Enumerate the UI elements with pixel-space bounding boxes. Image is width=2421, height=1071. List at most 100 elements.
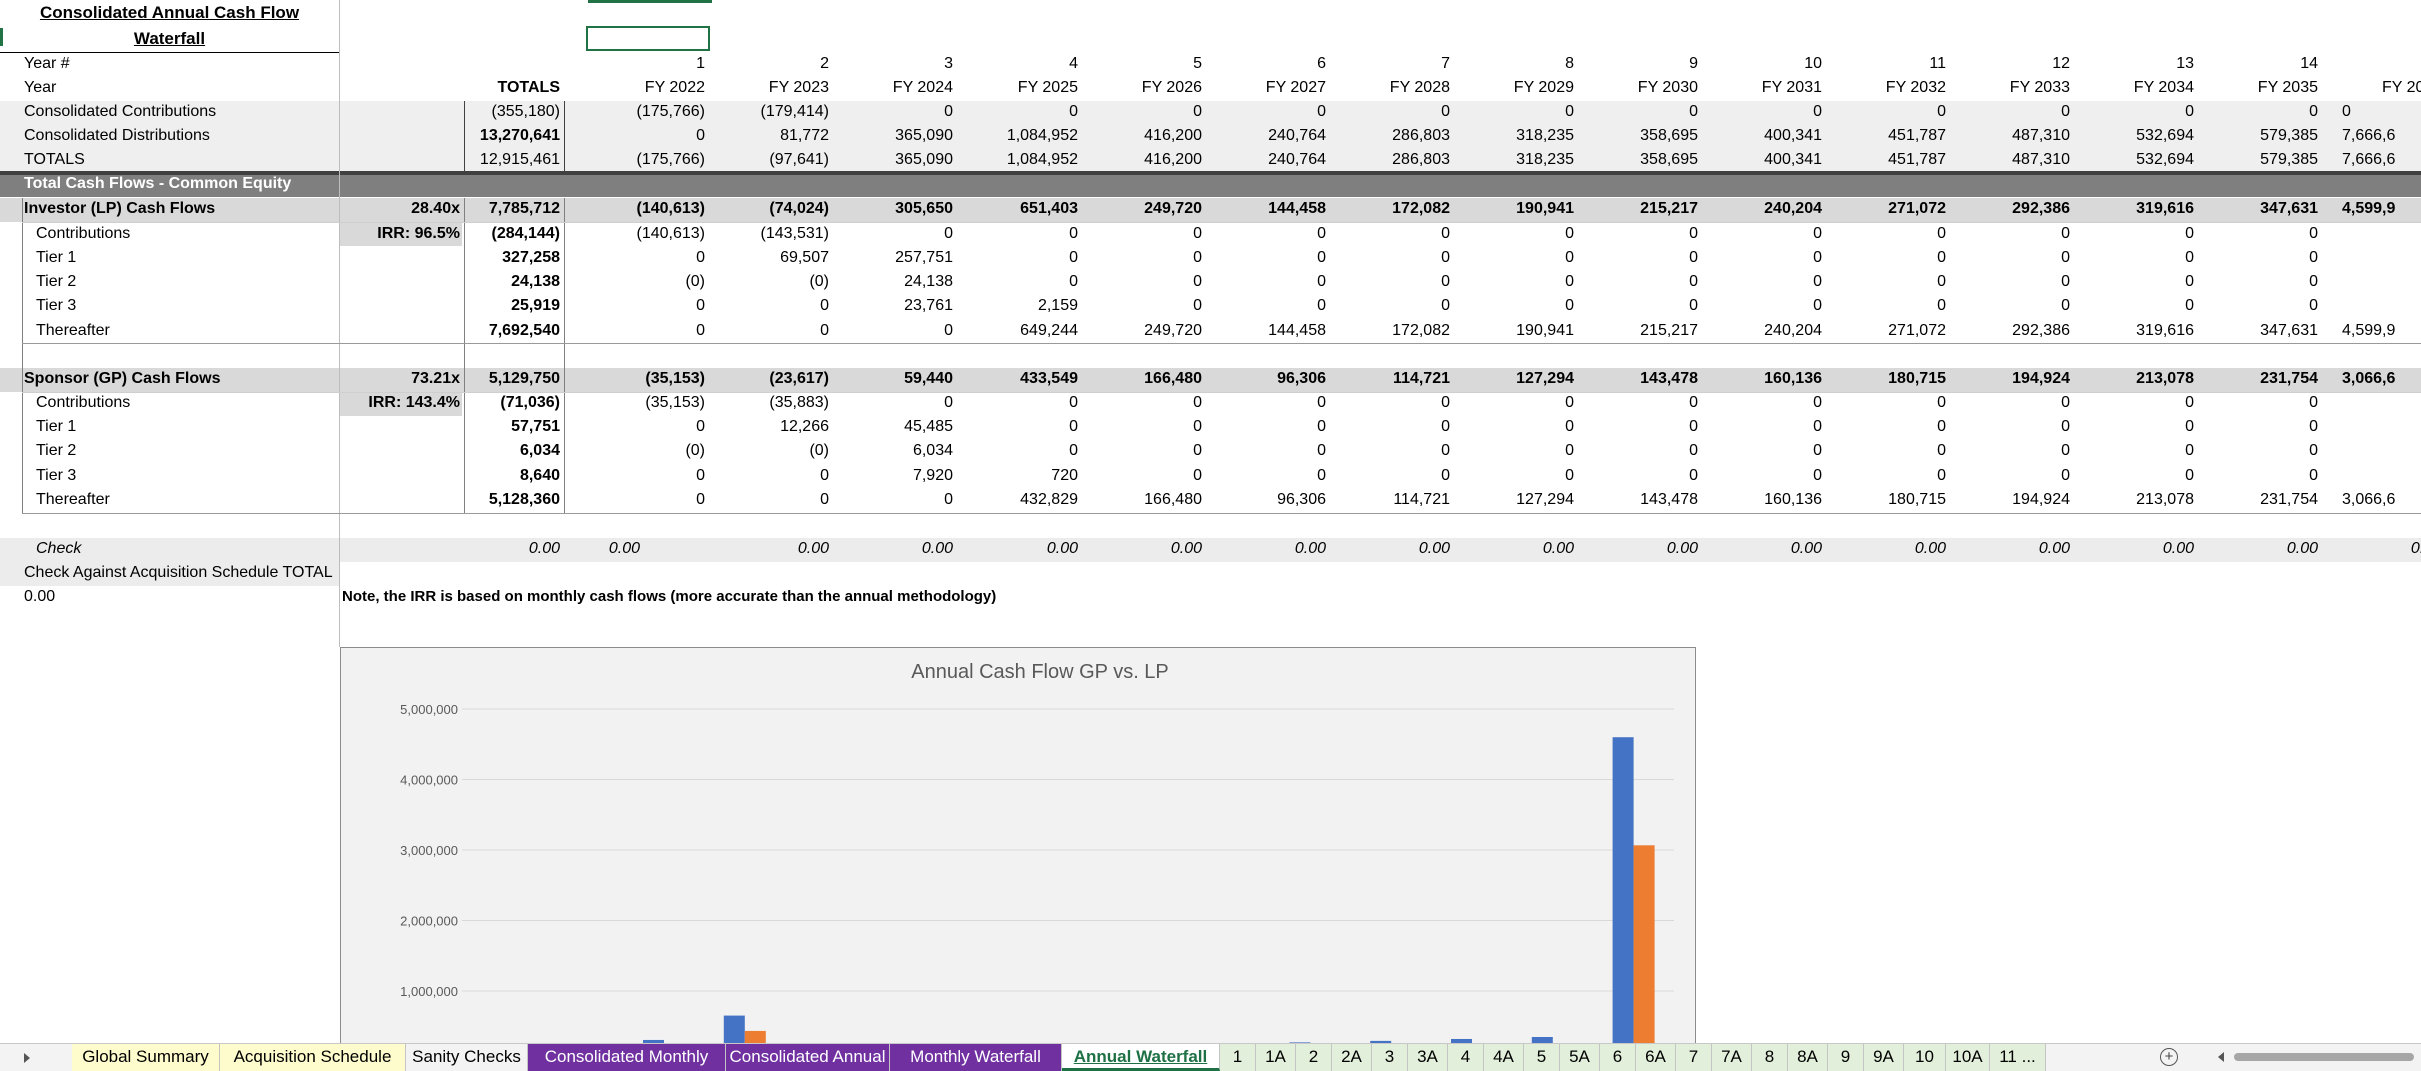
- value-cell[interactable]: 143,478: [1640, 491, 1698, 508]
- value-cell[interactable]: 0: [820, 491, 829, 508]
- value-cell[interactable]: 416,200: [1144, 151, 1202, 168]
- sheet-tab[interactable]: 6A: [1636, 1044, 1676, 1071]
- check-cell[interactable]: 0.00: [1542, 540, 1574, 557]
- value-cell[interactable]: 190,941: [1516, 322, 1574, 339]
- check-cell[interactable]: 0.00: [2038, 540, 2070, 557]
- sheet-tab[interactable]: Global Summary: [72, 1044, 220, 1071]
- value-cell[interactable]: 249,720: [1144, 200, 1202, 217]
- lp-row-total[interactable]: 327,258: [502, 249, 560, 266]
- chart-bar[interactable]: [1289, 1042, 1311, 1043]
- year-num-cell[interactable]: 11: [1929, 55, 1946, 72]
- value-cell[interactable]: 318,235: [1516, 127, 1574, 144]
- value-cell[interactable]: 0: [820, 322, 829, 339]
- value-cell[interactable]: 0: [696, 491, 705, 508]
- value-cell[interactable]: (179,414): [760, 103, 830, 120]
- value-cell[interactable]: 0: [1317, 249, 1326, 266]
- chart-bar[interactable]: [723, 1015, 745, 1043]
- value-cell[interactable]: 0: [1317, 418, 1326, 435]
- value-cell[interactable]: 1,084,952: [1006, 151, 1078, 168]
- value-cell[interactable]: 0: [2185, 249, 2194, 266]
- value-cell[interactable]: 96,306: [1277, 370, 1326, 387]
- value-cell[interactable]: (0): [809, 442, 829, 459]
- year-num-cell[interactable]: 7: [1441, 55, 1450, 72]
- sheet-tab[interactable]: 5A: [1560, 1044, 1600, 1071]
- sheet-tab[interactable]: 10A: [1946, 1044, 1990, 1071]
- sheet-tab[interactable]: 9: [1828, 1044, 1864, 1071]
- value-cell[interactable]: (140,613): [636, 200, 706, 217]
- value-cell[interactable]: (35,153): [645, 394, 705, 411]
- year-num-cell[interactable]: 9: [1689, 55, 1698, 72]
- value-cell[interactable]: (97,641): [769, 151, 829, 168]
- value-cell[interactable]: 0: [2309, 273, 2318, 290]
- value-cell[interactable]: 240,204: [1764, 322, 1822, 339]
- value-cell[interactable]: 319,616: [2136, 200, 2194, 217]
- lp-label[interactable]: Investor (LP) Cash Flows: [24, 200, 216, 217]
- year-cell[interactable]: FY 2033: [2009, 79, 2070, 96]
- value-cell[interactable]: (175,766): [636, 151, 706, 168]
- value-cell[interactable]: 0: [944, 322, 953, 339]
- consolidated-total[interactable]: 12,915,461: [479, 151, 560, 168]
- value-cell[interactable]: 579,385: [2260, 127, 2318, 144]
- value-cell[interactable]: 0: [2185, 273, 2194, 290]
- value-cell[interactable]: 0: [1565, 442, 1574, 459]
- value-cell[interactable]: 0: [1937, 442, 1946, 459]
- value-cell[interactable]: 0: [1813, 442, 1822, 459]
- gp-row-total[interactable]: 8,640: [519, 467, 560, 484]
- value-cell[interactable]: 0: [1069, 442, 1078, 459]
- year-cell[interactable]: FY 2023: [768, 79, 829, 96]
- value-cell[interactable]: 0: [1317, 273, 1326, 290]
- value-cell[interactable]: 7,666,6: [2342, 127, 2396, 144]
- value-cell[interactable]: 0: [1441, 225, 1450, 242]
- sheet-tab[interactable]: 6: [1600, 1044, 1636, 1071]
- value-cell[interactable]: 240,764: [1268, 151, 1326, 168]
- value-cell[interactable]: 59,440: [904, 370, 953, 387]
- check-cell[interactable]: 0.00: [1790, 540, 1822, 557]
- value-cell[interactable]: 0: [1689, 442, 1698, 459]
- year-num-cell[interactable]: 10: [1804, 55, 1822, 72]
- value-cell[interactable]: 579,385: [2260, 151, 2318, 168]
- value-cell[interactable]: 0: [1689, 273, 1698, 290]
- sheet-tab[interactable]: 8: [1752, 1044, 1788, 1071]
- sheet-title[interactable]: Consolidated Annual Cash Flow: [39, 3, 300, 22]
- sheet-tab[interactable]: 5: [1524, 1044, 1560, 1071]
- value-cell[interactable]: 433,549: [1020, 370, 1078, 387]
- sheet-tab[interactable]: Consolidated Monthly: [528, 1044, 726, 1071]
- value-cell[interactable]: 96,306: [1277, 491, 1326, 508]
- value-cell[interactable]: 0: [1317, 225, 1326, 242]
- value-cell[interactable]: (35,153): [645, 370, 705, 387]
- value-cell[interactable]: 4,599,9: [2342, 200, 2396, 217]
- value-cell[interactable]: 0: [1937, 394, 1946, 411]
- value-cell[interactable]: 215,217: [1640, 200, 1698, 217]
- value-cell[interactable]: 0: [1689, 225, 1698, 242]
- gp-row-total[interactable]: 6,034: [519, 442, 560, 459]
- value-cell[interactable]: 172,082: [1392, 200, 1450, 217]
- value-cell[interactable]: 45,485: [904, 418, 953, 435]
- value-cell[interactable]: 0: [1317, 394, 1326, 411]
- value-cell[interactable]: 0: [944, 394, 953, 411]
- year-cell[interactable]: FY 2026: [1141, 79, 1202, 96]
- value-cell[interactable]: 0: [1689, 418, 1698, 435]
- check-cell[interactable]: 0.00: [2162, 540, 2194, 557]
- chart-bar[interactable]: [1451, 1038, 1472, 1043]
- irr-note[interactable]: Note, the IRR is based on monthly cash f…: [342, 588, 997, 605]
- value-cell[interactable]: 0: [2309, 297, 2318, 314]
- value-cell[interactable]: 0: [696, 418, 705, 435]
- value-cell[interactable]: 487,310: [2012, 127, 2070, 144]
- check-cell[interactable]: 0.00: [1666, 540, 1698, 557]
- consolidated-total[interactable]: (355,180): [491, 103, 561, 120]
- year-num-cell[interactable]: 4: [1069, 55, 1078, 72]
- sheet-tab[interactable]: Consolidated Annual: [726, 1044, 890, 1071]
- value-cell[interactable]: 172,082: [1392, 322, 1450, 339]
- year-label[interactable]: Year: [24, 79, 57, 96]
- value-cell[interactable]: 3,066,6: [2342, 370, 2396, 387]
- value-cell[interactable]: 0: [820, 467, 829, 484]
- value-cell[interactable]: 180,715: [1888, 491, 1946, 508]
- value-cell[interactable]: 0: [1813, 273, 1822, 290]
- sheet-tab[interactable]: 3A: [1408, 1044, 1448, 1071]
- value-cell[interactable]: 7,666,6: [2342, 151, 2396, 168]
- year-cell[interactable]: FY 2034: [2133, 79, 2194, 96]
- value-cell[interactable]: 213,078: [2136, 491, 2194, 508]
- value-cell[interactable]: (175,766): [636, 103, 706, 120]
- lp-row-label[interactable]: Tier 2: [36, 273, 77, 290]
- value-cell[interactable]: 194,924: [2012, 491, 2070, 508]
